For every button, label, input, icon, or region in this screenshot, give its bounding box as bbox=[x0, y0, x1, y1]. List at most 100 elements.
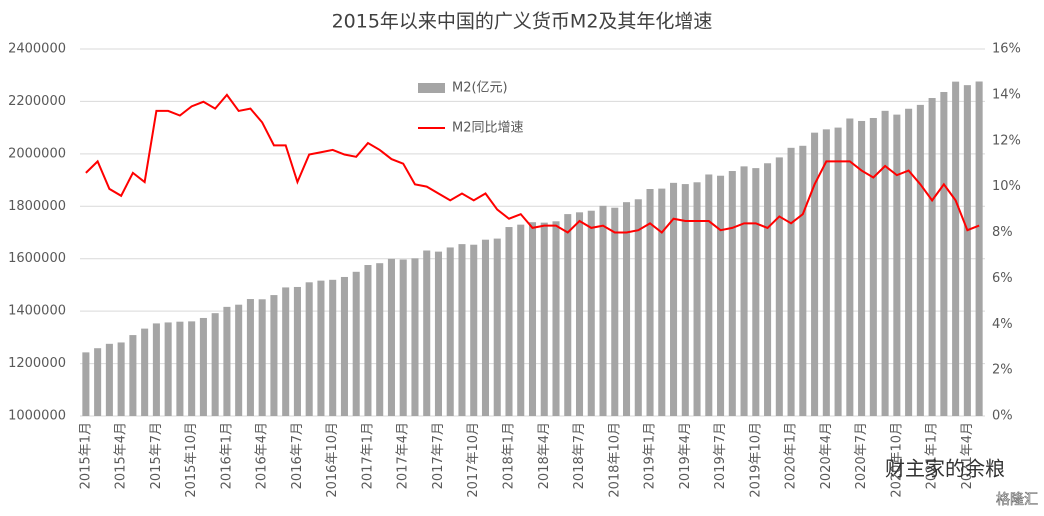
x-tick-label: 2019年10月 bbox=[748, 422, 763, 498]
bar bbox=[811, 132, 819, 416]
x-tick-label: 2015年1月 bbox=[78, 422, 93, 489]
bar bbox=[634, 199, 642, 416]
y-tick-label: 1000000 bbox=[8, 409, 66, 424]
x-tick-label: 2020年4月 bbox=[819, 422, 834, 489]
y-tick-label: 1600000 bbox=[8, 251, 66, 266]
bar bbox=[846, 118, 854, 416]
y2-tick-label: 16% bbox=[992, 42, 1021, 57]
bar bbox=[928, 98, 936, 416]
bar bbox=[728, 171, 736, 416]
bar bbox=[399, 259, 407, 416]
bar bbox=[658, 188, 666, 416]
y2-tick-label: 10% bbox=[992, 179, 1021, 194]
bar bbox=[822, 129, 830, 416]
x-tick-label: 2021年1月 bbox=[925, 422, 940, 489]
x-tick-label: 2018年10月 bbox=[607, 422, 622, 498]
bar bbox=[470, 244, 478, 416]
bar bbox=[834, 127, 842, 417]
bar bbox=[952, 81, 960, 417]
bar bbox=[82, 352, 90, 416]
x-tick-label: 2016年10月 bbox=[325, 422, 340, 498]
y-tick-label: 1200000 bbox=[8, 356, 66, 371]
x-tick-label: 2015年10月 bbox=[184, 422, 199, 498]
x-tick-label: 2017年7月 bbox=[431, 422, 446, 489]
bar bbox=[352, 271, 360, 416]
bar bbox=[670, 182, 678, 416]
y-tick-label: 1800000 bbox=[8, 199, 66, 214]
bar bbox=[176, 321, 184, 416]
bar bbox=[681, 184, 689, 416]
bar bbox=[623, 202, 631, 416]
x-tick-label: 2020年1月 bbox=[784, 422, 799, 489]
x-tick-label: 2016年1月 bbox=[219, 422, 234, 489]
legend-label: M2同比增速 bbox=[452, 121, 524, 136]
x-tick-label: 2021年4月 bbox=[960, 422, 975, 489]
bar bbox=[775, 157, 783, 417]
legend-label: M2(亿元) bbox=[452, 81, 508, 96]
bar bbox=[893, 114, 901, 417]
watermark: 格隆汇 bbox=[996, 492, 1038, 508]
bar bbox=[646, 189, 654, 416]
x-tick-label: 2020年10月 bbox=[889, 422, 904, 498]
chart-title: 2015年以来中国的广义货币M2及其年化增速 bbox=[332, 11, 713, 33]
y2-tick-label: 8% bbox=[992, 225, 1013, 240]
bar bbox=[305, 282, 313, 416]
bar bbox=[493, 238, 501, 416]
bar bbox=[575, 212, 584, 416]
bar bbox=[317, 280, 325, 416]
line bbox=[85, 93, 980, 234]
x-tick-label: 2020年7月 bbox=[854, 422, 869, 489]
bar bbox=[599, 205, 607, 416]
bar bbox=[458, 244, 466, 416]
bar bbox=[235, 304, 243, 416]
bar bbox=[611, 207, 619, 416]
x-tick-label: 2018年7月 bbox=[572, 422, 587, 489]
bar bbox=[717, 175, 725, 416]
bar bbox=[705, 174, 713, 416]
bar bbox=[164, 322, 172, 416]
x-tick-label: 2015年7月 bbox=[149, 422, 164, 489]
bar bbox=[270, 295, 278, 416]
y2-tick-label: 4% bbox=[992, 317, 1013, 332]
bar bbox=[528, 222, 537, 416]
bar bbox=[564, 214, 572, 416]
bar bbox=[340, 276, 348, 416]
bar bbox=[188, 321, 196, 416]
x-tick-label: 2017年10月 bbox=[466, 422, 481, 498]
bar bbox=[152, 323, 160, 416]
bar bbox=[94, 348, 102, 416]
bar bbox=[411, 258, 419, 416]
y2-tick-label: 0% bbox=[992, 409, 1013, 424]
bar bbox=[940, 91, 948, 417]
x-tick-label: 2019年7月 bbox=[713, 422, 728, 489]
bar bbox=[869, 117, 877, 416]
bar bbox=[963, 85, 971, 416]
bar bbox=[752, 168, 760, 416]
bar bbox=[258, 299, 266, 416]
y-tick-label: 2200000 bbox=[8, 94, 66, 109]
bar bbox=[975, 81, 983, 417]
bar bbox=[129, 335, 137, 416]
x-tick-label: 2018年4月 bbox=[537, 422, 552, 489]
y2-tick-label: 6% bbox=[992, 271, 1013, 286]
y-tick-label: 2400000 bbox=[8, 42, 66, 57]
bar bbox=[211, 313, 219, 416]
bar bbox=[905, 108, 913, 416]
bar bbox=[552, 221, 560, 416]
x-tick-label: 2016年7月 bbox=[290, 422, 305, 489]
bar bbox=[799, 145, 807, 416]
bar bbox=[387, 258, 395, 416]
bar bbox=[223, 306, 231, 416]
bar bbox=[246, 299, 254, 416]
bar bbox=[587, 210, 595, 416]
x-tick-label: 2015年4月 bbox=[114, 422, 129, 489]
x-tick-label: 2019年1月 bbox=[643, 422, 658, 489]
bar bbox=[505, 227, 513, 416]
bar bbox=[293, 286, 301, 416]
y-tick-label: 2000000 bbox=[8, 146, 66, 161]
bar bbox=[517, 224, 525, 416]
bar bbox=[881, 110, 889, 416]
bar bbox=[540, 222, 548, 416]
bar bbox=[329, 279, 337, 416]
